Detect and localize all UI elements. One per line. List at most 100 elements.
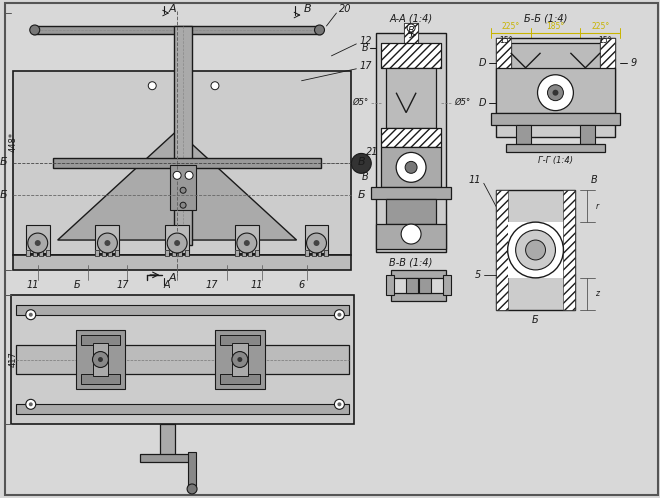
Bar: [496, 190, 576, 310]
Bar: [81, 374, 120, 384]
Bar: [255, 250, 259, 256]
Bar: [26, 250, 30, 256]
Bar: [580, 124, 595, 144]
Text: В: В: [304, 4, 312, 14]
Text: 417: 417: [9, 352, 18, 368]
Circle shape: [98, 357, 103, 362]
Text: z: z: [595, 289, 599, 298]
Bar: [248, 250, 252, 256]
Text: В: В: [590, 175, 597, 185]
Bar: [386, 68, 436, 127]
Bar: [160, 424, 175, 459]
Bar: [372, 187, 451, 199]
Bar: [381, 147, 441, 187]
Circle shape: [104, 240, 110, 246]
Text: 15°: 15°: [499, 36, 512, 45]
Bar: [174, 26, 192, 245]
Text: Ø5°: Ø5°: [454, 98, 470, 107]
Text: Ø5°: Ø5°: [352, 98, 368, 107]
Text: 21: 21: [366, 147, 379, 157]
Text: Б: Б: [74, 280, 81, 290]
Text: А-А (1:4): А-А (1:4): [389, 13, 433, 23]
Text: D: D: [478, 58, 486, 68]
Bar: [172, 250, 176, 256]
Text: Б-Б (1:4): Б-Б (1:4): [524, 13, 567, 23]
Bar: [172, 250, 176, 256]
Bar: [170, 165, 196, 210]
Text: Б: Б: [0, 157, 7, 167]
Bar: [248, 250, 252, 256]
Text: 225°: 225°: [591, 22, 609, 31]
Bar: [600, 38, 615, 68]
Bar: [255, 250, 259, 256]
Text: Г-Г (1:4): Г-Г (1:4): [538, 156, 573, 165]
Bar: [304, 225, 329, 253]
Bar: [564, 190, 576, 310]
Text: А: А: [168, 273, 176, 283]
Circle shape: [29, 402, 33, 406]
Bar: [235, 250, 239, 256]
Circle shape: [405, 161, 417, 173]
Bar: [372, 187, 451, 199]
Circle shape: [28, 233, 48, 253]
Bar: [220, 335, 260, 345]
Bar: [26, 225, 50, 253]
Bar: [16, 345, 349, 374]
Circle shape: [167, 233, 187, 253]
Bar: [391, 293, 446, 301]
Circle shape: [337, 402, 341, 406]
Bar: [386, 275, 394, 295]
Polygon shape: [13, 71, 351, 255]
Text: 12: 12: [359, 36, 372, 46]
Text: Б: Б: [532, 315, 539, 325]
Bar: [515, 124, 531, 144]
Circle shape: [92, 352, 108, 368]
Text: В: В: [357, 157, 365, 167]
Circle shape: [548, 85, 564, 101]
Bar: [381, 127, 441, 147]
Bar: [108, 250, 112, 256]
Circle shape: [185, 171, 193, 179]
Bar: [391, 293, 446, 301]
Bar: [506, 144, 605, 152]
Bar: [304, 250, 308, 256]
Bar: [16, 305, 349, 315]
Bar: [312, 250, 315, 256]
Bar: [215, 330, 265, 389]
Text: 9: 9: [630, 58, 636, 68]
Bar: [46, 250, 50, 256]
Bar: [39, 250, 43, 256]
Bar: [406, 278, 418, 293]
Text: В-В (1:4): В-В (1:4): [389, 258, 433, 268]
Text: 11: 11: [26, 280, 39, 290]
Bar: [115, 250, 119, 256]
Text: 17: 17: [116, 280, 129, 290]
Circle shape: [30, 25, 40, 35]
Bar: [108, 250, 112, 256]
Text: 11: 11: [251, 280, 263, 290]
Bar: [92, 343, 108, 376]
Bar: [376, 224, 446, 249]
Bar: [496, 190, 576, 310]
Text: А: А: [164, 280, 170, 290]
Circle shape: [401, 224, 421, 244]
Text: В: В: [362, 43, 368, 53]
Circle shape: [515, 230, 556, 270]
Bar: [496, 190, 508, 310]
Circle shape: [29, 313, 33, 317]
Text: 17: 17: [359, 61, 372, 71]
Circle shape: [537, 75, 574, 111]
Bar: [506, 144, 605, 152]
Bar: [96, 250, 100, 256]
Bar: [53, 158, 321, 168]
Circle shape: [148, 82, 156, 90]
Circle shape: [35, 240, 41, 246]
Bar: [96, 225, 119, 253]
Bar: [81, 374, 120, 384]
Bar: [391, 270, 446, 278]
Circle shape: [187, 484, 197, 494]
Bar: [491, 113, 620, 124]
Bar: [404, 23, 418, 43]
Bar: [404, 23, 418, 43]
Bar: [511, 43, 600, 73]
